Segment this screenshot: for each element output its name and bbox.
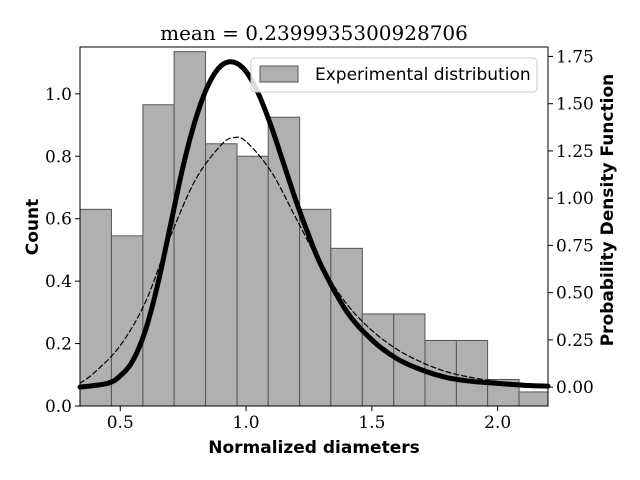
y2-tick-label: 0.25: [556, 331, 594, 351]
axis-ticks: 0.5 1.0 1.5 2.0 0.0 0.2 0.4 0.6 0.8 1.0 0.00 0.25 0.…: [45, 47, 594, 433]
legend-box: [250, 57, 538, 93]
x-tick-label: 2.0: [484, 413, 511, 433]
y2-tick-label: 1.75: [556, 47, 594, 67]
histogram-bar: [205, 143, 238, 407]
histogram-bar: [518, 391, 549, 407]
legend: Experimental distribution: [250, 57, 538, 93]
pdf-curves: [77, 59, 551, 390]
x-tick-label: 0.5: [107, 413, 134, 433]
pdf-curve-solid: [77, 59, 551, 390]
y2-tick-label: 0.00: [556, 378, 594, 398]
pdf-curve-dashed: [79, 136, 549, 386]
histogram-bar: [142, 104, 175, 407]
axes-frame: [79, 46, 549, 407]
y-tick-label: 0.0: [45, 397, 72, 417]
histogram-bar: [236, 155, 269, 407]
chart-title: mean = 0.2399935300928706: [160, 21, 468, 45]
y-tick-label: 0.2: [45, 335, 72, 355]
y-tick-label: 1.0: [45, 85, 72, 105]
legend-swatch: [259, 65, 299, 83]
histogram-bar: [455, 339, 489, 407]
x-tick-label: 1.5: [358, 413, 385, 433]
y2-axis-label: Probability Density Function: [598, 74, 618, 347]
histogram-bar: [299, 208, 332, 407]
y-tick-label: 0.6: [45, 210, 72, 230]
x-axis-label: Normalized diameters: [208, 438, 420, 458]
y2-tick-label: 0.50: [556, 284, 594, 304]
y2-tick-label: 0.75: [556, 236, 594, 256]
histogram-bars: [79, 51, 549, 407]
legend-label: Experimental distribution: [315, 65, 531, 85]
y-axis-label: Count: [23, 199, 43, 256]
y2-tick-label: 1.50: [556, 95, 594, 115]
y2-tick-label: 1.25: [556, 142, 594, 162]
y2-tick-label: 1.00: [556, 189, 594, 209]
histogram-bar: [79, 208, 112, 407]
histogram-bar: [361, 313, 395, 407]
y-tick-label: 0.4: [45, 272, 72, 292]
x-tick-label: 1.0: [233, 413, 260, 433]
y-tick-label: 0.8: [45, 147, 72, 167]
